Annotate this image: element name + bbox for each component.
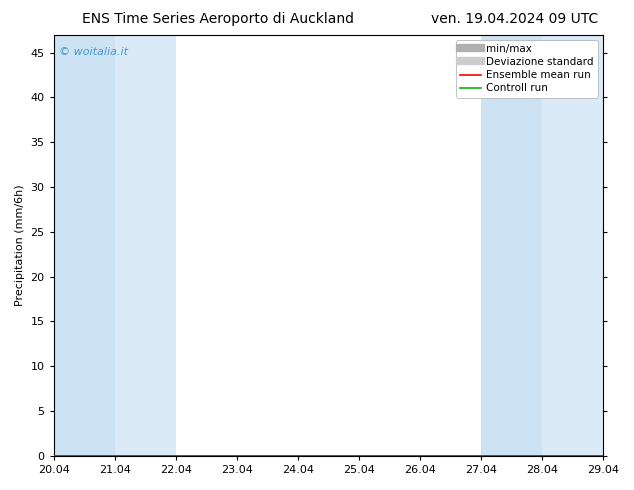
Bar — [542, 35, 603, 456]
Y-axis label: Precipitation (mm/6h): Precipitation (mm/6h) — [15, 184, 25, 306]
Text: ven. 19.04.2024 09 UTC: ven. 19.04.2024 09 UTC — [431, 12, 598, 26]
Bar — [481, 35, 542, 456]
Bar — [115, 35, 176, 456]
Bar — [54, 35, 115, 456]
Text: © woitalia.it: © woitalia.it — [59, 47, 128, 57]
Text: ENS Time Series Aeroporto di Auckland: ENS Time Series Aeroporto di Auckland — [82, 12, 354, 26]
Legend: min/max, Deviazione standard, Ensemble mean run, Controll run: min/max, Deviazione standard, Ensemble m… — [456, 40, 598, 98]
